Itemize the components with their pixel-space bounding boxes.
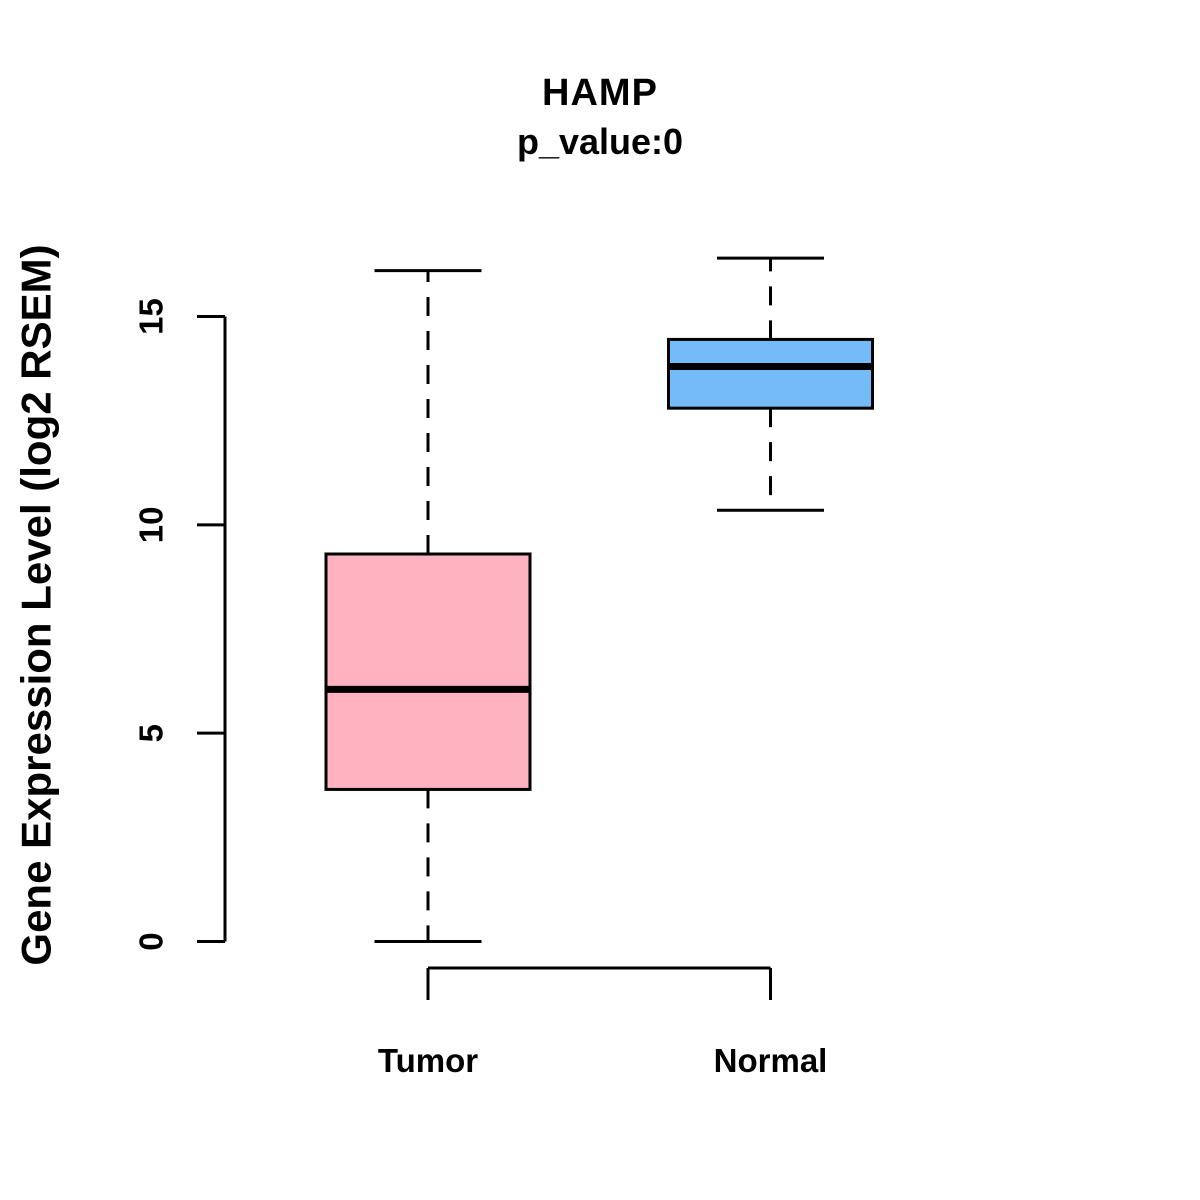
y-axis-tick-label: 10 [133, 506, 170, 543]
chart-title: HAMP [542, 72, 658, 114]
plot-layer: 0 5 10 15 Tumor Normal [133, 256, 874, 1079]
y-axis-tick-label: 15 [133, 298, 170, 335]
box-normal [667, 337, 874, 410]
y-axis-tick-label: 0 [133, 932, 170, 950]
y-axis-tick-label: 5 [133, 724, 170, 742]
chart-subtitle: p_value:0 [516, 121, 684, 162]
category-label-normal: Normal [714, 1042, 828, 1079]
category-label-tumor: Tumor [378, 1042, 478, 1079]
y-axis-title: Gene Expression Level (log2 RSEM) [13, 244, 60, 965]
box-tumor [324, 552, 532, 791]
